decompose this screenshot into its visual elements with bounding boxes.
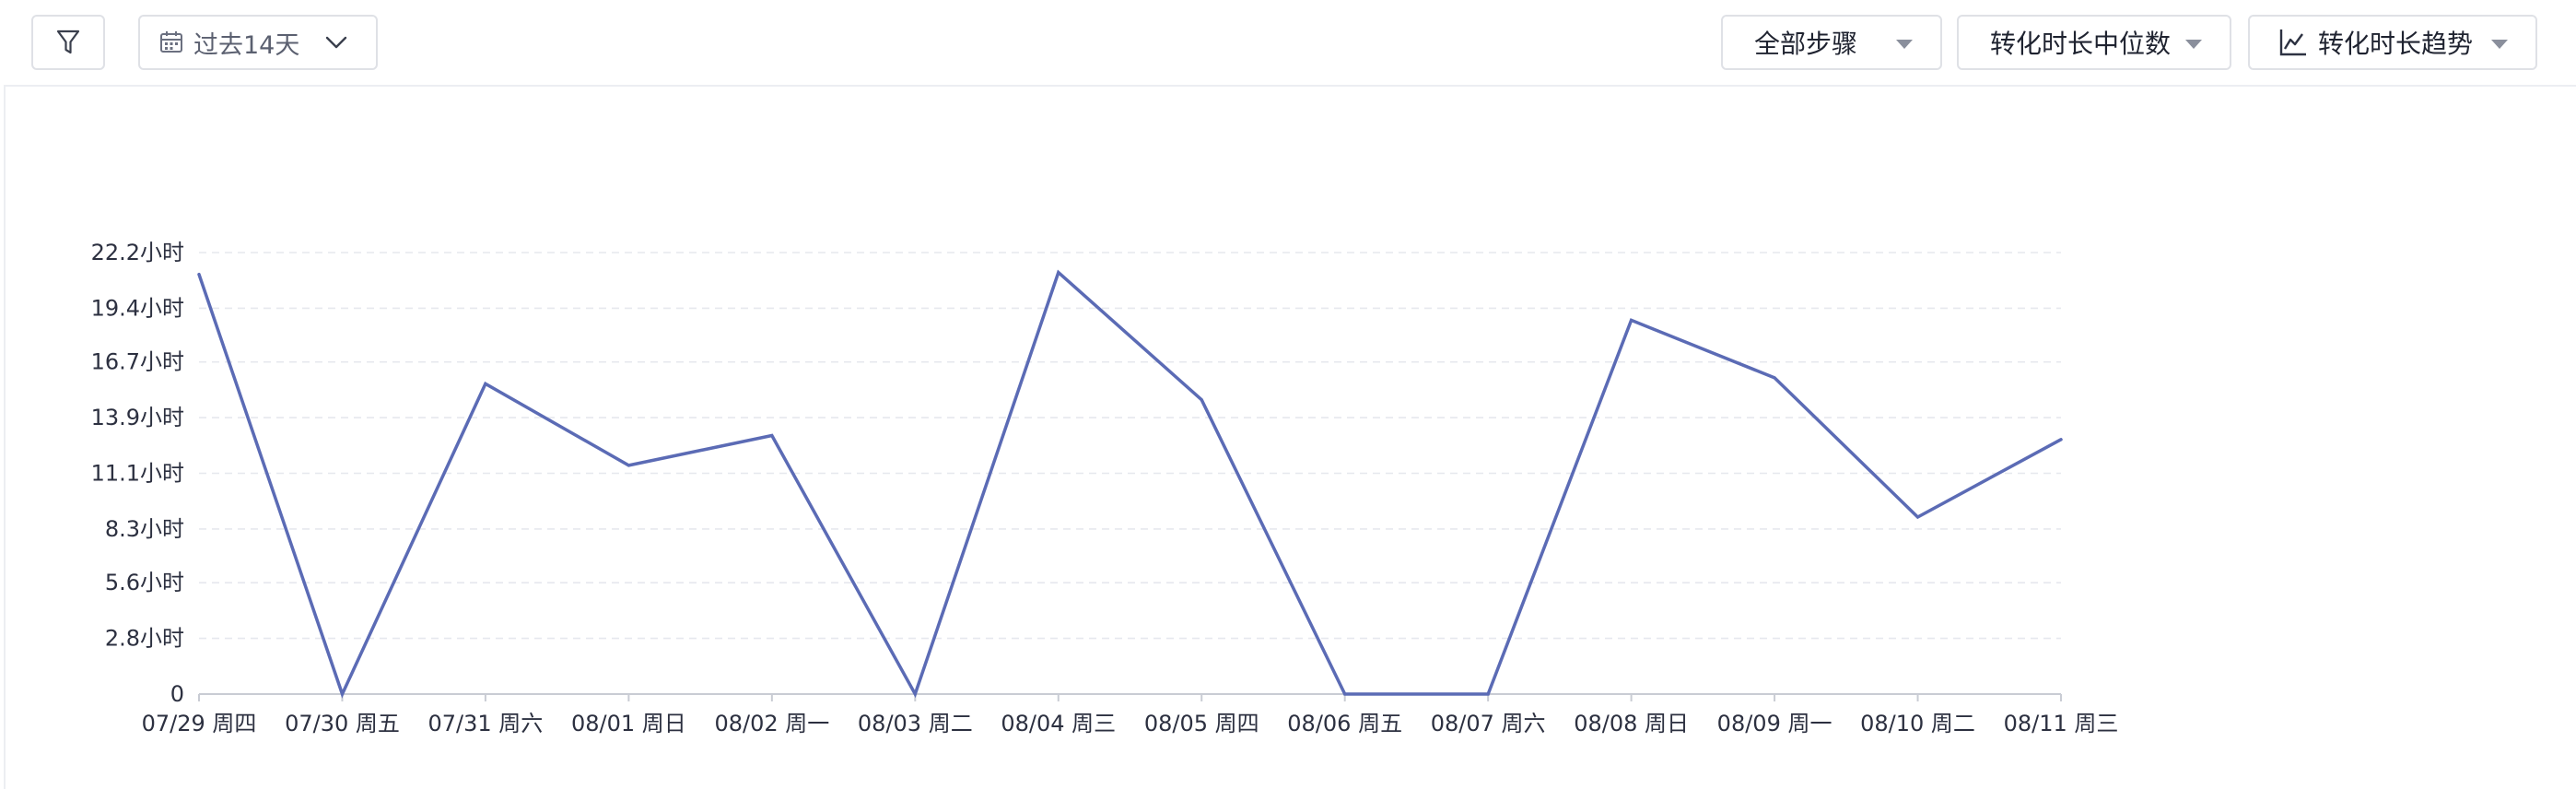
x-tick-label: 08/11 周三	[2004, 711, 2119, 736]
data-point	[1343, 692, 1347, 696]
caret-down-icon	[1896, 40, 1913, 49]
caret-down-icon	[2185, 40, 2202, 49]
data-point	[197, 273, 201, 277]
chart-type-dropdown[interactable]: 转化时长趋势	[2248, 15, 2537, 70]
x-tick-label: 07/31 周六	[428, 711, 544, 736]
data-point	[340, 692, 344, 696]
chart-type-dropdown-label: 转化时长趋势	[2318, 29, 2474, 59]
chevron-down-icon	[324, 33, 348, 52]
x-tick-label: 08/04 周三	[1001, 711, 1116, 736]
data-point	[1773, 376, 1776, 380]
steps-dropdown-label: 全部步骤	[1754, 29, 1858, 59]
y-tick-label: 0	[170, 681, 184, 707]
steps-dropdown[interactable]: 全部步骤	[1721, 15, 1942, 70]
chart-panel: 0 2.8小时 5.6小时 8.3小时 11.1小时 13.9小时 16.7小时 19.4小时…	[4, 85, 2576, 789]
line-chart: 0 2.8小时 5.6小时 8.3小时 11.1小时 13.9小时 16.7小时 19.4小时…	[91, 240, 2119, 736]
caret-down-icon	[2491, 40, 2508, 49]
x-tick-label: 08/06 周五	[1287, 711, 1402, 736]
y-tick-label: 19.4小时	[91, 295, 184, 321]
y-tick-label: 22.2小时	[91, 240, 184, 265]
y-tick-label: 8.3小时	[105, 516, 184, 542]
line-chart-icon	[2277, 27, 2309, 58]
filter-button[interactable]	[31, 15, 105, 70]
metric-dropdown[interactable]: 转化时长中位数	[1957, 15, 2231, 70]
y-tick-label: 16.7小时	[91, 349, 184, 375]
y-tick-label: 11.1小时	[91, 461, 184, 487]
x-tick-label: 08/01 周日	[571, 711, 686, 736]
y-tick-label: 5.6小时	[105, 570, 184, 595]
filter-icon	[55, 29, 81, 56]
data-point	[1916, 515, 1920, 519]
x-tick-label: 07/30 周五	[285, 711, 400, 736]
data-point	[484, 382, 487, 385]
y-tick-label: 2.8小时	[105, 626, 184, 652]
x-tick-label: 07/29 周四	[142, 711, 257, 736]
metric-dropdown-label: 转化时长中位数	[1990, 29, 2172, 59]
data-point	[913, 692, 917, 696]
x-tick-label: 08/05 周四	[1144, 711, 1259, 736]
data-point	[1057, 271, 1060, 275]
data-point	[770, 434, 774, 438]
toolbar: 过去14天 全部步骤 转化时长中位数 转化时长趋势	[0, 0, 2576, 83]
data-point	[1200, 398, 1203, 402]
date-range-picker[interactable]: 过去14天	[138, 15, 378, 70]
data-point	[1630, 318, 1633, 322]
x-tick-label: 08/07 周六	[1431, 711, 1546, 736]
x-tick-label: 08/10 周二	[1860, 711, 1975, 736]
y-tick-label: 13.9小时	[91, 405, 184, 430]
data-point	[626, 464, 630, 467]
x-tick-label: 08/03 周二	[858, 711, 973, 736]
x-tick-label: 08/08 周日	[1574, 711, 1689, 736]
x-tick-label: 08/09 周一	[1717, 711, 1832, 736]
calendar-icon	[158, 29, 184, 55]
x-tick-label: 08/02 周一	[714, 711, 829, 736]
data-point	[2059, 438, 2063, 442]
date-range-label: 过去14天	[193, 30, 300, 60]
data-point	[1486, 692, 1490, 696]
series-line	[197, 269, 2063, 699]
